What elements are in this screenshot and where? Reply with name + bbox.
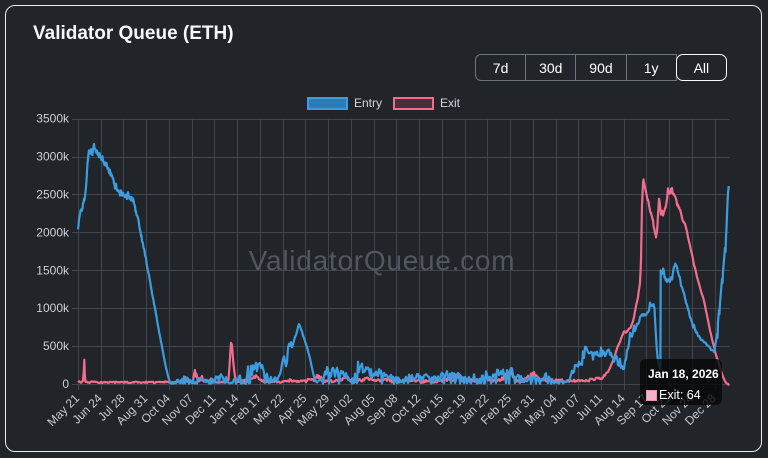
svg-text:ValidatorQueue.com: ValidatorQueue.com xyxy=(249,245,516,276)
svg-text:3500k: 3500k xyxy=(36,112,70,126)
svg-text:0: 0 xyxy=(62,377,69,391)
svg-text:1000k: 1000k xyxy=(36,301,70,315)
svg-text:1500k: 1500k xyxy=(36,263,70,277)
svg-text:500k: 500k xyxy=(43,339,70,353)
svg-text:2000k: 2000k xyxy=(36,225,70,239)
svg-text:3000k: 3000k xyxy=(36,150,70,164)
svg-text:2500k: 2500k xyxy=(36,187,70,201)
